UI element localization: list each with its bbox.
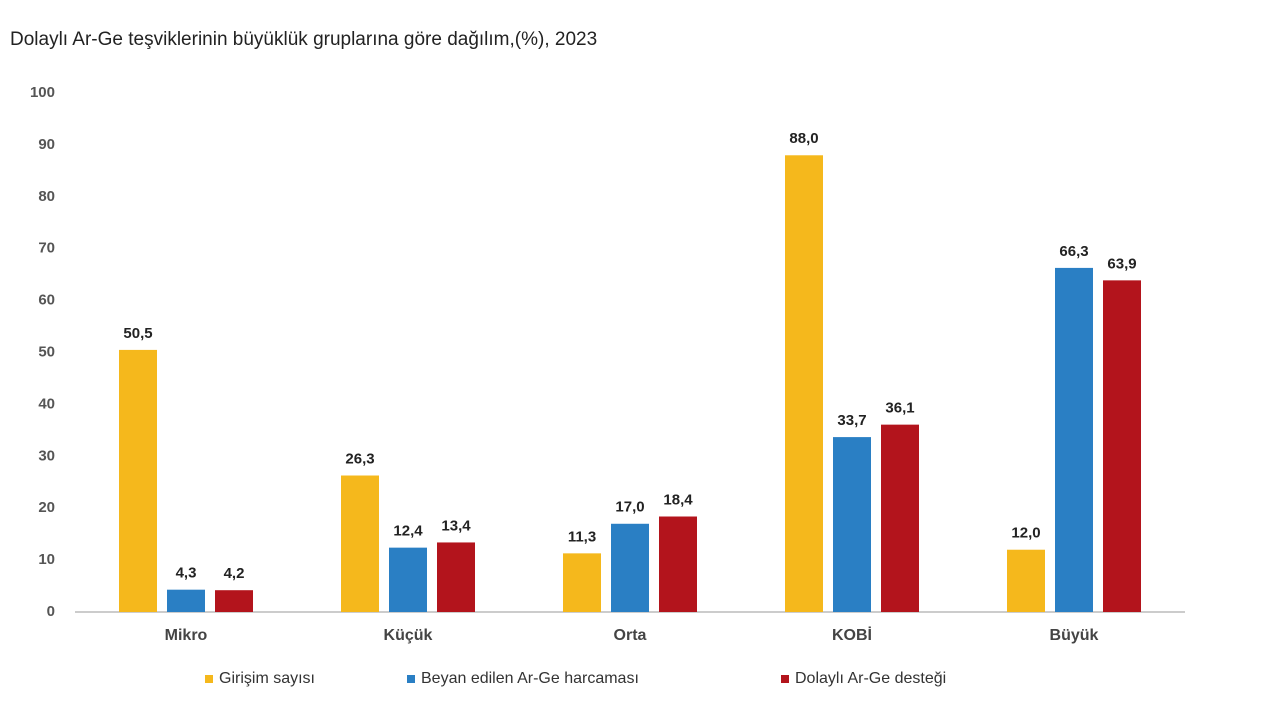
data-label: 13,4	[441, 517, 471, 534]
bar	[1055, 267, 1093, 612]
y-tick-label: 90	[38, 136, 55, 153]
bar	[881, 424, 919, 612]
data-label: 66,3	[1059, 243, 1088, 260]
y-tick-label: 100	[30, 84, 55, 101]
bar	[119, 349, 157, 612]
y-tick-label: 20	[38, 499, 55, 516]
y-tick-label: 60	[38, 292, 55, 309]
data-label: 17,0	[615, 499, 644, 516]
bar	[215, 590, 253, 612]
y-tick-label: 40	[38, 395, 55, 412]
bar	[437, 542, 475, 612]
legend-swatch	[205, 675, 213, 683]
bar	[341, 475, 379, 612]
x-tick-label: KOBİ	[832, 626, 872, 644]
data-label: 50,5	[123, 325, 152, 342]
data-label: 18,4	[663, 491, 693, 508]
y-tick-label: 10	[38, 551, 55, 568]
y-tick-label: 30	[38, 447, 55, 464]
legend-label: Dolaylı Ar-Ge desteği	[795, 670, 946, 687]
y-tick-label: 80	[38, 188, 55, 205]
x-tick-label: Orta	[614, 627, 647, 644]
data-label: 26,3	[345, 450, 374, 467]
bar	[167, 589, 205, 612]
data-label: 36,1	[885, 400, 914, 417]
chart-title: Dolaylı Ar-Ge teşviklerinin büyüklük gru…	[10, 29, 597, 50]
data-label: 33,7	[837, 412, 866, 429]
bar	[1007, 549, 1045, 612]
bar	[389, 547, 427, 612]
bar	[611, 523, 649, 612]
legend-swatch	[407, 675, 415, 683]
bar	[659, 516, 697, 612]
x-tick-label: Küçük	[384, 627, 433, 644]
bar	[563, 553, 601, 612]
data-label: 12,4	[393, 523, 423, 540]
data-label: 88,0	[789, 130, 818, 147]
data-label: 12,0	[1011, 525, 1040, 542]
data-label: 63,9	[1107, 255, 1136, 272]
bar	[1103, 280, 1141, 612]
bar	[785, 155, 823, 612]
x-tick-label: Büyük	[1050, 627, 1099, 644]
legend-label: Beyan edilen Ar-Ge harcaması	[421, 670, 639, 687]
y-tick-label: 0	[47, 603, 55, 620]
y-tick-label: 50	[38, 343, 55, 360]
legend-swatch	[781, 675, 789, 683]
bar	[833, 437, 871, 612]
legend-label: Girişim sayısı	[219, 670, 315, 687]
data-label: 11,3	[568, 528, 596, 545]
data-label: 4,2	[224, 565, 245, 582]
x-tick-label: Mikro	[165, 627, 208, 644]
y-tick-label: 70	[38, 240, 55, 257]
data-label: 4,3	[176, 565, 197, 582]
